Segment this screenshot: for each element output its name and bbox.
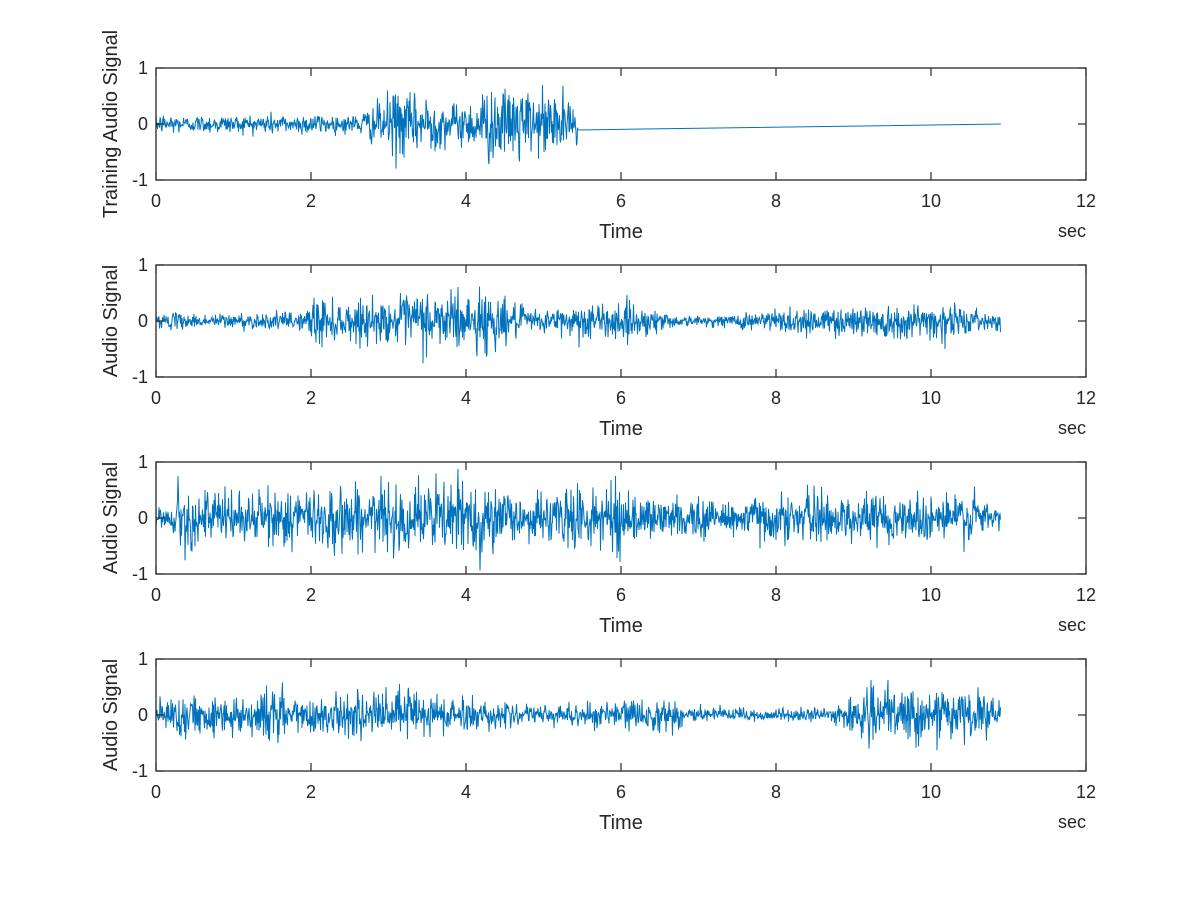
x-tick-label: 10 xyxy=(921,585,941,605)
x-tick-label: 12 xyxy=(1076,191,1096,211)
y-tick-label: 1 xyxy=(138,255,148,275)
x-tick-label: 8 xyxy=(771,388,781,408)
y-tick-label: -1 xyxy=(132,170,148,190)
x-unit-label: sec xyxy=(1058,221,1086,241)
x-axis-label: Time xyxy=(599,615,643,637)
x-tick-label: 0 xyxy=(151,782,161,802)
x-tick-label: 4 xyxy=(461,782,471,802)
x-tick-label: 4 xyxy=(461,388,471,408)
signal-line xyxy=(155,468,1001,571)
y-tick-label: -1 xyxy=(132,761,148,781)
x-tick-label: 2 xyxy=(306,388,316,408)
x-tick-label: 8 xyxy=(771,782,781,802)
y-tick-label: 0 xyxy=(138,508,148,528)
y-tick-label: 0 xyxy=(138,114,148,134)
y-tick-label: 0 xyxy=(138,705,148,725)
y-tick-label: -1 xyxy=(132,564,148,584)
x-tick-label: 10 xyxy=(921,782,941,802)
x-tick-label: 8 xyxy=(771,191,781,211)
x-tick-label: 2 xyxy=(306,191,316,211)
signal-line xyxy=(155,84,1001,169)
x-axis-label: Time xyxy=(599,418,643,440)
y-tick-label: 1 xyxy=(138,649,148,669)
x-unit-label: sec xyxy=(1058,418,1086,438)
x-tick-label: 12 xyxy=(1076,585,1096,605)
y-axis-label: Audio Signal xyxy=(100,462,122,574)
x-axis-label: Time xyxy=(599,812,643,834)
x-unit-label: sec xyxy=(1058,615,1086,635)
x-axis-label: Time xyxy=(599,221,643,243)
x-tick-label: 6 xyxy=(616,782,626,802)
x-tick-label: 12 xyxy=(1076,388,1096,408)
signal-line xyxy=(155,286,1001,364)
x-tick-label: 6 xyxy=(616,388,626,408)
y-axis-label: Audio Signal xyxy=(100,659,122,771)
y-axis-label: Training Audio Signal xyxy=(100,30,122,218)
y-tick-label: 0 xyxy=(138,311,148,331)
x-tick-label: 12 xyxy=(1076,782,1096,802)
x-tick-label: 0 xyxy=(151,388,161,408)
x-tick-label: 4 xyxy=(461,191,471,211)
y-axis-label: Audio Signal xyxy=(100,265,122,377)
signal-line xyxy=(155,679,1001,751)
y-tick-label: 1 xyxy=(138,452,148,472)
x-unit-label: sec xyxy=(1058,812,1086,832)
x-tick-label: 6 xyxy=(616,585,626,605)
y-tick-label: 1 xyxy=(138,58,148,78)
x-tick-label: 10 xyxy=(921,388,941,408)
x-tick-label: 2 xyxy=(306,585,316,605)
x-tick-label: 6 xyxy=(616,191,626,211)
x-tick-label: 0 xyxy=(151,585,161,605)
x-tick-label: 2 xyxy=(306,782,316,802)
x-tick-label: 4 xyxy=(461,585,471,605)
x-tick-label: 8 xyxy=(771,585,781,605)
y-tick-label: -1 xyxy=(132,367,148,387)
x-tick-label: 10 xyxy=(921,191,941,211)
x-tick-label: 0 xyxy=(151,191,161,211)
